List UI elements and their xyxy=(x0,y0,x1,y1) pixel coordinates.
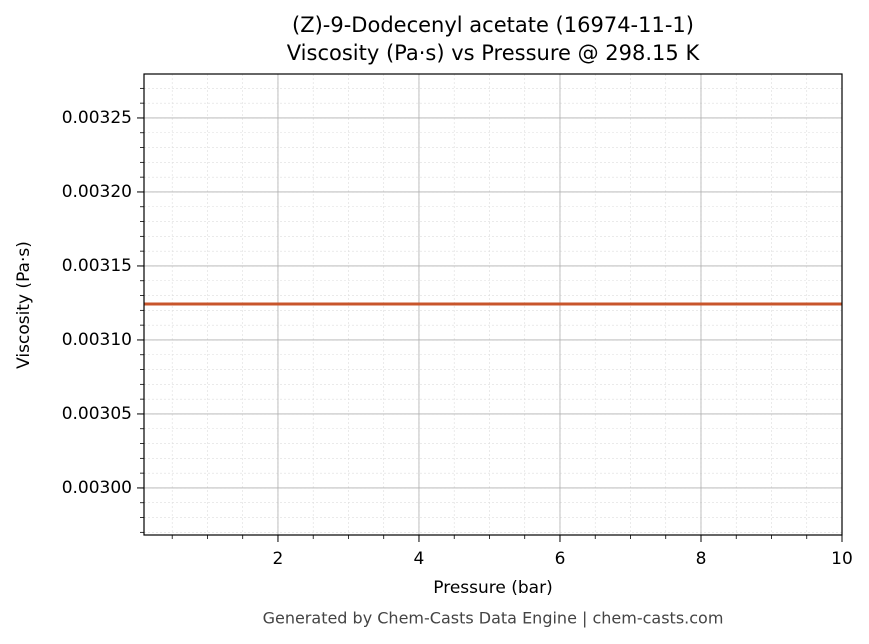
x-tick-label: 8 xyxy=(696,549,707,569)
footer: Generated by Chem-Casts Data Engine | ch… xyxy=(263,609,724,628)
x-axis-label: Pressure (bar) xyxy=(433,578,552,598)
x-tick-label: 2 xyxy=(273,549,284,569)
chart-subtitle: Viscosity (Pa·s) vs Pressure @ 298.15 K xyxy=(287,41,701,65)
y-tick-label: 0.00305 xyxy=(62,404,132,424)
y-tick-label: 0.00310 xyxy=(62,330,132,350)
chart-title: (Z)-9-Dodecenyl acetate (16974-11-1) xyxy=(292,13,694,37)
plot-frame xyxy=(143,73,843,536)
y-tick-label: 0.00300 xyxy=(62,478,132,498)
y-tick-label: 0.00325 xyxy=(62,108,132,128)
x-tick-label: 6 xyxy=(555,549,566,569)
x-tick-label: 10 xyxy=(831,549,853,569)
y-tick-label: 0.00320 xyxy=(62,182,132,202)
y-tick-label: 0.00315 xyxy=(62,256,132,276)
x-tick-label: 4 xyxy=(414,549,425,569)
y-axis-label: Viscosity (Pa·s) xyxy=(14,241,34,369)
